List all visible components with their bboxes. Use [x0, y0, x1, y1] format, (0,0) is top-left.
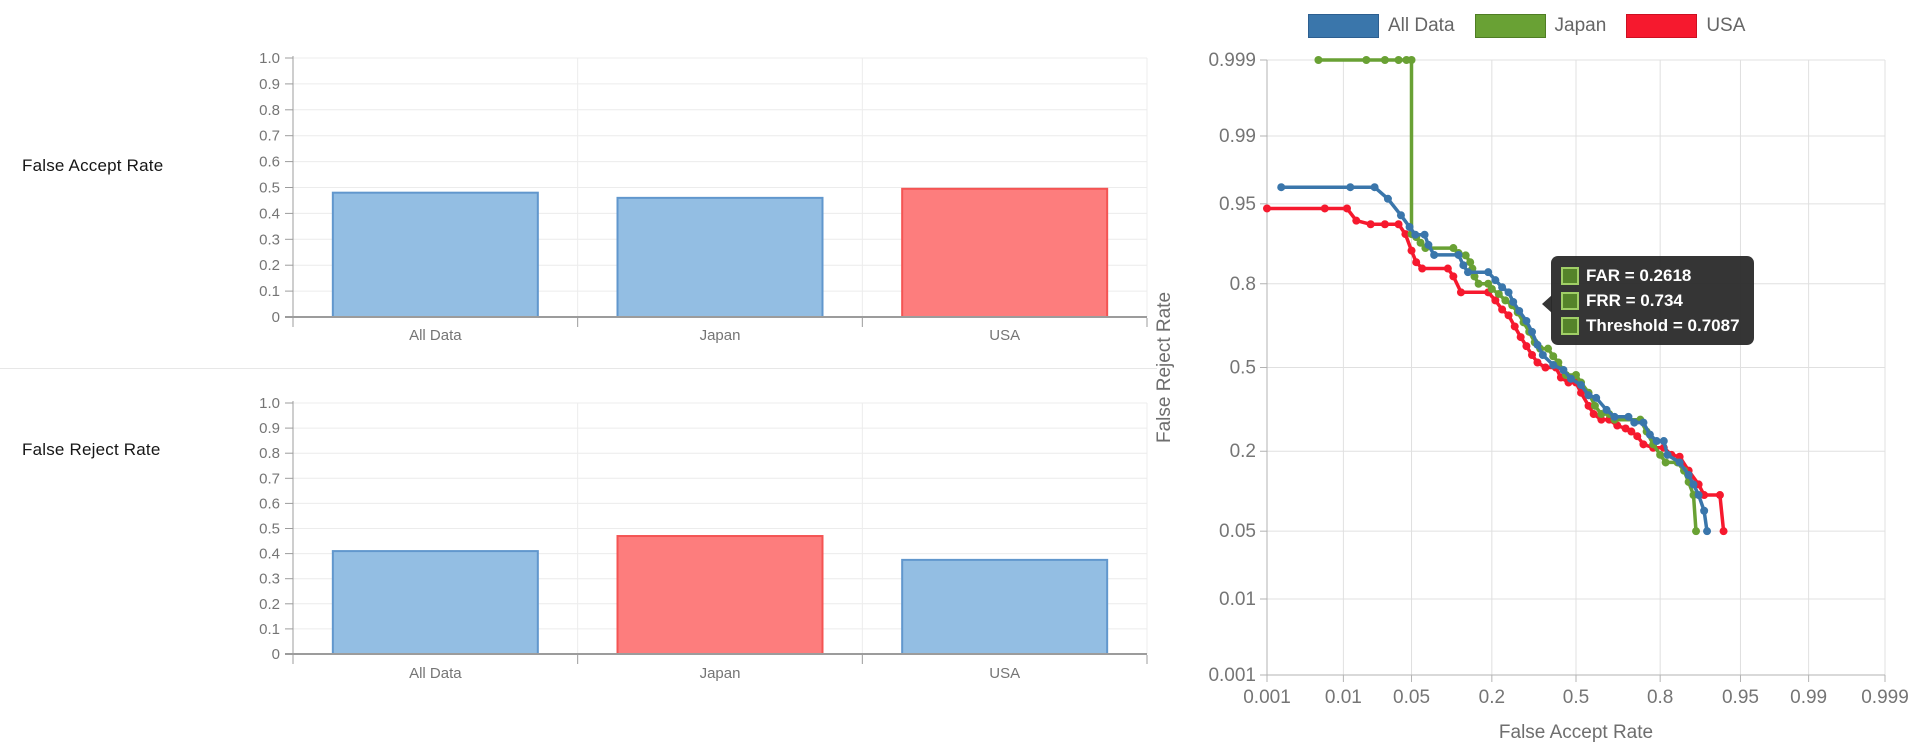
svg-text:0.01: 0.01: [1325, 687, 1362, 708]
svg-text:0.99: 0.99: [1219, 126, 1256, 147]
bar-chart-false-reject-rate: 0 0.1 0.2 0.3 0.4 0.5 0.6 0.7 0.8 0.9 1.0 All Data J…: [259, 395, 1148, 682]
category-label: All Data: [409, 327, 462, 344]
category-label: USA: [989, 665, 1020, 682]
panel-divider: [0, 368, 1157, 369]
svg-text:0.8: 0.8: [1230, 274, 1256, 295]
svg-text:0.9: 0.9: [259, 76, 280, 93]
tooltip-far-value: FAR = 0.2618: [1586, 265, 1692, 285]
det-tooltip: FAR = 0.2618 FRR = 0.734 Threshold = 0.7…: [1542, 256, 1754, 345]
svg-text:0.9: 0.9: [259, 420, 280, 437]
svg-text:0.7: 0.7: [259, 128, 280, 145]
legend-item-japan[interactable]: Japan: [1474, 14, 1607, 38]
svg-text:0.1: 0.1: [259, 283, 280, 300]
svg-text:0.05: 0.05: [1219, 521, 1256, 542]
svg-text:0.3: 0.3: [259, 571, 280, 588]
svg-text:0.5: 0.5: [1563, 687, 1589, 708]
svg-text:0.8: 0.8: [259, 102, 280, 119]
row-label-false-reject-rate: False Reject Rate: [22, 440, 161, 459]
svg-text:0.2: 0.2: [1230, 441, 1256, 462]
legend-item-all-data[interactable]: All Data: [1308, 14, 1455, 38]
category-label: All Data: [409, 665, 462, 682]
bar-chart-false-accept-rate: 0 0.1 0.2 0.3 0.4 0.5 0.6 0.7 0.8 0.9 1.0 All Data J…: [259, 50, 1148, 344]
svg-text:0.6: 0.6: [259, 495, 280, 512]
legend-label-usa: USA: [1706, 15, 1746, 36]
tooltip-series-swatch-icon: [1561, 266, 1579, 285]
svg-text:0.8: 0.8: [1647, 687, 1673, 708]
tooltip-row-threshold: Threshold = 0.7087: [1561, 313, 1740, 338]
svg-text:0.4: 0.4: [259, 205, 280, 222]
svg-text:1.0: 1.0: [259, 50, 280, 67]
svg-text:0.2: 0.2: [259, 596, 280, 613]
svg-text:0.95: 0.95: [1219, 194, 1256, 215]
chart-legend: All Data Japan USA: [1308, 14, 1765, 38]
legend-label-japan: Japan: [1554, 15, 1607, 36]
x-axis-title: False Accept Rate: [1499, 722, 1653, 743]
svg-text:0.7: 0.7: [259, 470, 280, 487]
svg-text:0.05: 0.05: [1393, 687, 1430, 708]
legend-label-all-data: All Data: [1388, 15, 1455, 36]
legend-color-japan-icon: [1474, 14, 1546, 38]
svg-text:0.2: 0.2: [259, 257, 280, 274]
bar-all-data: [331, 550, 539, 655]
y-axis-title: False Reject Rate: [1154, 292, 1175, 443]
svg-text:0.1: 0.1: [259, 621, 280, 638]
svg-text:1.0: 1.0: [259, 395, 280, 412]
bar-all-data: [331, 191, 539, 318]
svg-text:0: 0: [272, 309, 280, 326]
category-label: Japan: [700, 327, 741, 344]
svg-text:0.4: 0.4: [259, 546, 280, 563]
svg-text:0.001: 0.001: [1208, 665, 1256, 686]
tooltip-arrow: [1542, 295, 1552, 313]
svg-text:0: 0: [272, 646, 280, 663]
category-label: USA: [989, 327, 1020, 344]
svg-text:0.999: 0.999: [1208, 50, 1256, 71]
bar-usa: [901, 558, 1109, 655]
svg-text:0.5: 0.5: [259, 521, 280, 538]
svg-text:0.5: 0.5: [259, 180, 280, 197]
svg-text:0.001: 0.001: [1243, 687, 1291, 708]
svg-text:0.6: 0.6: [259, 154, 280, 171]
svg-text:0.999: 0.999: [1861, 687, 1909, 708]
tooltip-series-swatch-icon: [1561, 291, 1579, 310]
svg-text:0.8: 0.8: [259, 445, 280, 462]
det-series-all-data[interactable]: [1279, 185, 1709, 533]
bar-usa: [901, 187, 1109, 318]
tooltip-row-frr: FRR = 0.734: [1561, 288, 1740, 313]
tooltip-threshold-value: Threshold = 0.7087: [1586, 315, 1740, 335]
svg-text:0.99: 0.99: [1790, 687, 1827, 708]
svg-text:0.5: 0.5: [1230, 358, 1256, 379]
row-label-false-accept-rate: False Accept Rate: [22, 156, 164, 175]
bar-japan: [616, 535, 824, 655]
category-label: Japan: [700, 665, 741, 682]
tooltip-row-far: FAR = 0.2618: [1561, 263, 1740, 288]
svg-text:0.2: 0.2: [1479, 687, 1505, 708]
legend-color-usa-icon: [1626, 14, 1698, 38]
legend-item-usa[interactable]: USA: [1626, 14, 1745, 38]
tooltip-series-swatch-icon: [1561, 316, 1579, 335]
svg-text:0.01: 0.01: [1219, 589, 1256, 610]
bar-japan: [616, 196, 824, 318]
tooltip-frr-value: FRR = 0.734: [1586, 290, 1683, 310]
legend-color-all-data-icon: [1308, 14, 1379, 38]
svg-text:0.3: 0.3: [259, 231, 280, 248]
svg-text:0.95: 0.95: [1722, 687, 1759, 708]
